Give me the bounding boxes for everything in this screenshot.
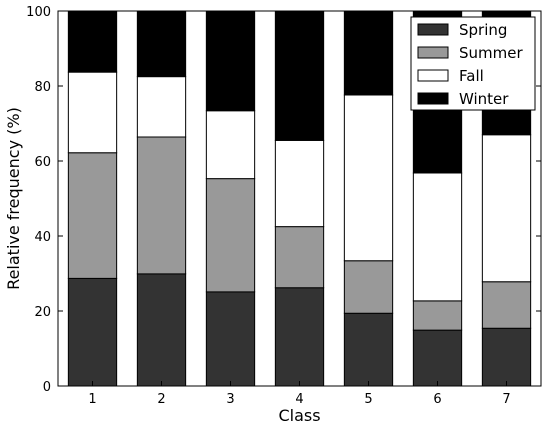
y-tick-label: 60 bbox=[34, 155, 51, 170]
x-axis-label: Class bbox=[278, 406, 320, 425]
bar-fall-class-2 bbox=[136, 76, 187, 138]
bar-spring-class-1 bbox=[67, 277, 118, 387]
y-tick-label: 80 bbox=[34, 80, 51, 95]
bar-summer-class-5 bbox=[343, 260, 394, 314]
legend-swatch-fall bbox=[417, 69, 449, 82]
bar-winter-class-1 bbox=[67, 10, 118, 73]
legend-label-fall: Fall bbox=[459, 67, 484, 85]
bar-summer-class-1 bbox=[67, 152, 118, 279]
bar-spring-class-2 bbox=[136, 273, 187, 387]
bar-spring-class-4 bbox=[274, 287, 325, 387]
bar-summer-class-4 bbox=[274, 226, 325, 289]
legend-swatch-winter bbox=[417, 92, 449, 105]
bar-winter-class-2 bbox=[136, 10, 187, 78]
bar-fall-class-1 bbox=[67, 71, 118, 154]
bar-spring-class-5 bbox=[343, 312, 394, 387]
y-tick-label: 40 bbox=[34, 230, 51, 245]
plot-frame bbox=[57, 10, 542, 387]
legend: Spring Summer Fall Winter bbox=[410, 16, 536, 111]
bar-summer-class-3 bbox=[205, 178, 256, 293]
x-tick-label: 6 bbox=[433, 392, 441, 407]
x-tick-label: 5 bbox=[364, 392, 372, 407]
legend-label-spring: Spring bbox=[459, 21, 507, 39]
bar-winter-class-5 bbox=[343, 10, 394, 96]
y-tick-label: 100 bbox=[26, 5, 51, 20]
bar-fall-class-5 bbox=[343, 94, 394, 262]
legend-label-winter: Winter bbox=[459, 90, 509, 108]
y-axis-label: Relative frequency (%) bbox=[4, 107, 23, 290]
bar-fall-class-3 bbox=[205, 110, 256, 180]
y-tick-label: 20 bbox=[34, 305, 51, 320]
legend-swatch-summer bbox=[417, 46, 449, 59]
bar-fall-class-4 bbox=[274, 139, 325, 228]
x-tick-label: 1 bbox=[88, 392, 96, 407]
legend-swatch-spring bbox=[417, 23, 449, 36]
x-tick-label: 3 bbox=[226, 392, 234, 407]
bar-winter-class-4 bbox=[274, 10, 325, 141]
x-tick-label: 2 bbox=[157, 392, 165, 407]
bar-spring-class-7 bbox=[481, 327, 532, 387]
bar-winter-class-3 bbox=[205, 10, 256, 112]
legend-label-summer: Summer bbox=[459, 44, 523, 62]
x-tick-label: 4 bbox=[295, 392, 303, 407]
y-tick-label: 0 bbox=[43, 380, 51, 395]
bar-summer-class-2 bbox=[136, 136, 187, 275]
bar-summer-class-7 bbox=[481, 281, 532, 329]
x-tick-label: 7 bbox=[502, 392, 510, 407]
bar-spring-class-3 bbox=[205, 291, 256, 387]
bar-fall-class-7 bbox=[481, 134, 532, 283]
bar-spring-class-6 bbox=[412, 329, 463, 387]
bar-summer-class-6 bbox=[412, 300, 463, 331]
bar-fall-class-6 bbox=[412, 172, 463, 302]
